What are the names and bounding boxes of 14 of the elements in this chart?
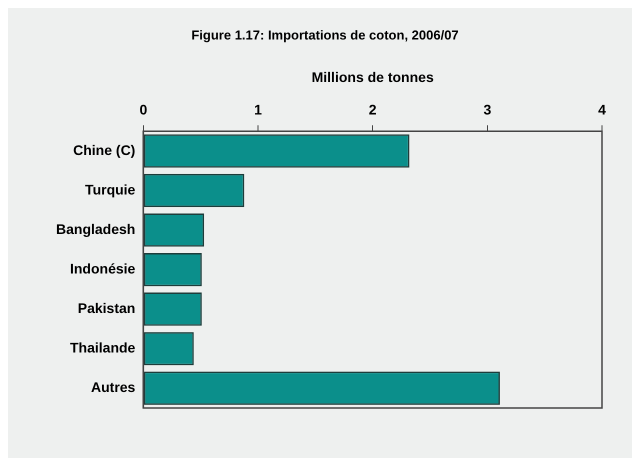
x-tick-label: 0 <box>139 102 148 118</box>
y-tick-label: Indonésie <box>70 260 136 276</box>
y-tick-label: Pakistan <box>78 300 136 316</box>
x-tick-label: 4 <box>598 102 606 118</box>
y-tick-label: Bangladesh <box>56 220 136 237</box>
y-tick-label: Turquie <box>85 181 136 198</box>
x-tick-label: 2 <box>368 102 377 118</box>
x-axis-title: Millions de tonnes <box>312 68 434 85</box>
chart-title: Figure 1.17: Importations de coton, 2006/07 <box>191 27 459 42</box>
y-tick-label: Chine (C) <box>73 142 136 158</box>
x-tick-label: 3 <box>483 102 492 118</box>
y-tick-label: Thailande <box>70 340 136 356</box>
x-tick-label: 1 <box>254 102 262 118</box>
y-tick-label: Autres <box>90 379 136 396</box>
